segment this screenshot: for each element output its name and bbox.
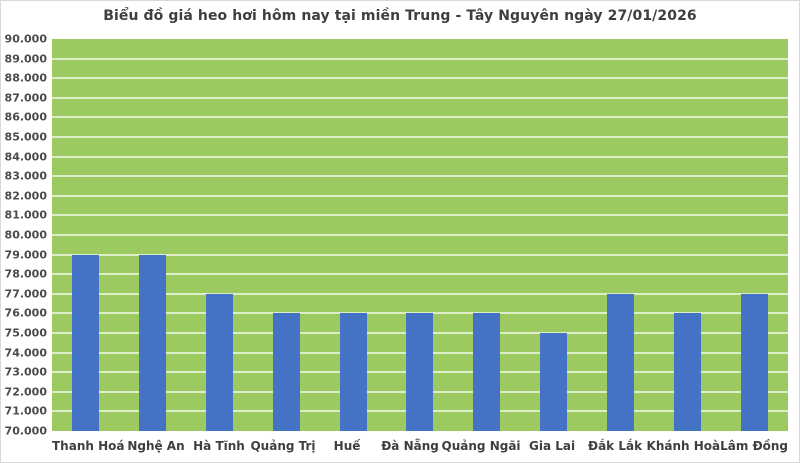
y-tick-label: 72.000 — [4, 385, 47, 399]
y-tick-label: 87.000 — [4, 91, 47, 105]
y-axis: 90.000 89.000 88.000 87.000 86.000 85.000 84.0… — [1, 33, 47, 438]
x-category-label: Lâm Đồng — [720, 439, 788, 453]
y-tick-label: 85.000 — [4, 130, 47, 144]
bar-Hà Tĩnh — [205, 293, 233, 431]
y-tick-label: 71.000 — [4, 404, 47, 418]
y-tick-label: 78.000 — [4, 267, 47, 281]
bar-slot — [253, 39, 320, 431]
gridline — [52, 273, 788, 276]
x-category-label: Đắk Lắk — [588, 439, 643, 453]
gridline — [52, 194, 788, 197]
bar-slot — [520, 39, 587, 431]
y-tick-label: 77.000 — [4, 287, 47, 301]
y-tick-label: 75.000 — [4, 326, 47, 340]
y-tick-label: 74.000 — [4, 346, 47, 360]
x-category-label: Nghệ An — [127, 439, 185, 453]
x-category-label: Huế — [333, 439, 361, 453]
gridline — [52, 77, 788, 80]
gridline — [52, 214, 788, 217]
x-category-label: Khánh Hoà — [646, 439, 721, 453]
bar-slot — [453, 39, 520, 431]
bar-Gia Lai — [540, 333, 568, 431]
x-axis: Thanh Hoá Nghệ An Hà Tĩnh Quảng Trị Huế Đà Nẵ… — [52, 439, 788, 453]
bar-slot — [587, 39, 654, 431]
y-tick-label: 76.000 — [4, 306, 47, 320]
y-tick-label: 81.000 — [4, 208, 47, 222]
y-tick-label: 70.000 — [4, 424, 47, 438]
bar-Thanh Hoá — [71, 254, 99, 431]
plot-area — [52, 39, 788, 431]
gridline — [52, 312, 788, 315]
y-tick-label: 80.000 — [4, 228, 47, 242]
bar-slot — [52, 39, 119, 431]
gridline — [52, 116, 788, 119]
x-category-label: Hà Tĩnh — [193, 439, 245, 453]
y-tick-label: 82.000 — [4, 189, 47, 203]
y-tick-label: 73.000 — [4, 365, 47, 379]
bar-Lâm Đồng — [741, 293, 769, 431]
gridline — [52, 253, 788, 256]
x-category-label: Gia Lai — [528, 439, 576, 453]
y-tick-label: 83.000 — [4, 169, 47, 183]
bar-Khánh Hoà — [674, 313, 702, 431]
bar-slot — [387, 39, 454, 431]
y-tick-label: 84.000 — [4, 150, 47, 164]
bar-slot — [119, 39, 186, 431]
y-tick-label: 90.000 — [4, 32, 47, 46]
x-category-label: Đà Nẵng — [381, 439, 439, 453]
chart-title: Biểu đồ giá heo hơi hôm nay tại miền Tru… — [103, 8, 697, 24]
x-category-label: Thanh Hoá — [52, 439, 125, 453]
bar-slot — [320, 39, 387, 431]
x-category-label: Quảng Trị — [250, 439, 316, 453]
y-tick-label: 88.000 — [4, 71, 47, 85]
gridline — [52, 175, 788, 178]
gridline — [52, 155, 788, 158]
bar-Quảng Ngãi — [473, 313, 501, 431]
bar-Nghệ An — [138, 254, 166, 431]
y-tick-label: 79.000 — [4, 248, 47, 262]
x-category-label: Quảng Ngãi — [441, 439, 521, 453]
bar-slot — [186, 39, 253, 431]
bar-Đắk Lắk — [607, 293, 635, 431]
gridline — [52, 292, 788, 295]
gridline — [52, 234, 788, 236]
bar-slot — [654, 39, 721, 431]
bar-Quảng Trị — [272, 313, 300, 431]
y-tick-label: 89.000 — [4, 52, 47, 66]
gridline — [52, 136, 788, 138]
y-tick-label: 86.000 — [4, 110, 47, 124]
bar-Đà Nẵng — [406, 313, 434, 431]
bar-slot — [721, 39, 788, 431]
gridline — [52, 96, 788, 99]
bar-Huế — [339, 313, 367, 431]
gridline — [52, 57, 788, 60]
bars-group — [52, 39, 788, 431]
